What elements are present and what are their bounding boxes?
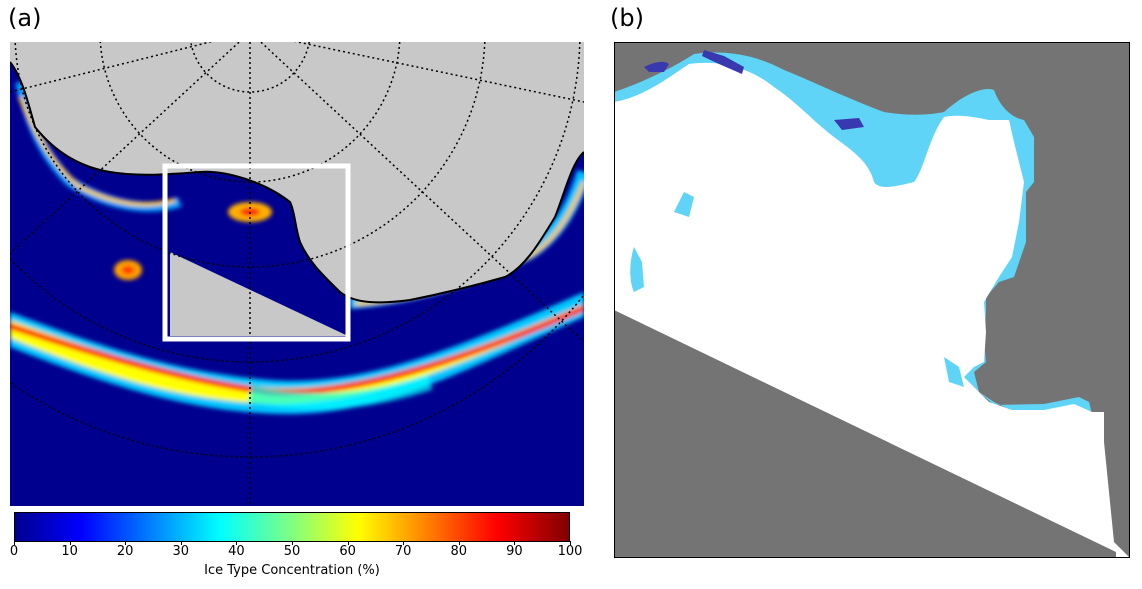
colorbar-tickmark (570, 541, 571, 545)
colorbar-tick-label: 30 (172, 544, 190, 559)
colorbar-tickmark (403, 541, 405, 545)
colorbar-tickmark (347, 541, 349, 545)
colorbar-tick-label: 50 (283, 544, 301, 559)
colorbar-label: Ice Type Concentration (%) (204, 563, 380, 578)
colorbar-tick-label: 70 (394, 544, 412, 559)
colorbar-tick-label: 10 (61, 544, 78, 559)
colorbar-tickmark (514, 541, 516, 545)
ice-type-tertiary-patches (644, 50, 864, 130)
colorbar-tick-label: 100 (557, 544, 583, 559)
colorbar-tick-label: 40 (228, 544, 245, 559)
coastline (10, 61, 584, 304)
mask-region (170, 252, 348, 336)
zoom-box (162, 163, 351, 342)
colorbar-tickmark (236, 541, 238, 545)
colorbar-tickmark (292, 541, 293, 545)
colorbar-tick-label: 60 (339, 544, 356, 559)
graticule (10, 42, 584, 506)
ice-concentration-bands (10, 80, 584, 414)
land-mass (10, 42, 584, 303)
colorbar-tickmark (69, 541, 71, 545)
panel-label-a: (a) (8, 4, 42, 32)
mask-triangle (614, 310, 1116, 558)
colorbar-tickmark (180, 541, 182, 545)
ice-concentration-map (10, 42, 584, 506)
colorbar-tickmark (125, 541, 127, 545)
colorbar-tick-label: 0 (9, 544, 19, 559)
colorbar-tick-label: 20 (116, 544, 134, 559)
colorbar (14, 512, 570, 542)
ice-type-secondary-patches (630, 192, 964, 387)
panel-label-b: (b) (610, 4, 644, 32)
ice-type-main (614, 62, 1130, 558)
colorbar-tick-label: 80 (450, 544, 468, 559)
colorbar-tick-label: 90 (506, 544, 523, 559)
ice-type-map (614, 42, 1130, 558)
colorbar-tickmark (458, 541, 460, 545)
colorbar-tickmark (14, 541, 15, 545)
